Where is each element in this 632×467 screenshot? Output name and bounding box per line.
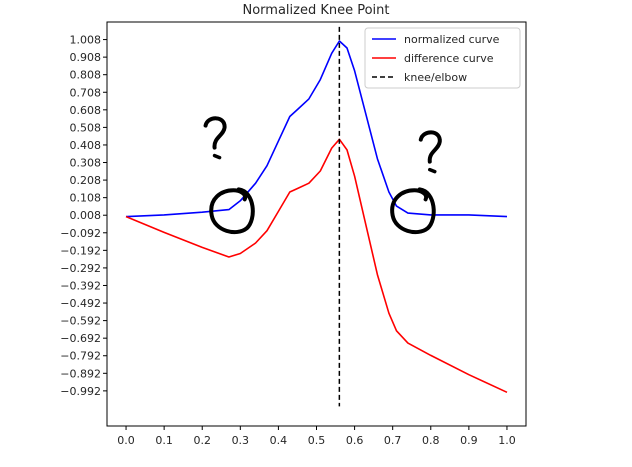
difference-curve-line — [125, 138, 508, 394]
legend-label-difference: difference curve — [404, 52, 494, 65]
handwritten-circle — [390, 187, 436, 234]
normalized-curve-line — [125, 40, 508, 218]
question-mark-dot — [428, 167, 437, 174]
question-mark-dot — [212, 153, 222, 160]
series-layer — [125, 26, 508, 407]
y-axis: 1.008 0.908 0.808 0.708 0.608 0.508 0.408 0.308… — [60, 34, 107, 398]
x-tick-label: 0.4 — [270, 434, 288, 447]
y-tick-label: 0.708 — [70, 86, 102, 99]
y-tick-label: 0.808 — [70, 69, 102, 82]
y-tick-label: −0.492 — [60, 297, 101, 310]
x-tick-label: 0.2 — [193, 434, 211, 447]
y-tick-label: 0.108 — [70, 192, 102, 205]
x-tick-label: 0.5 — [308, 434, 326, 447]
x-tick-label: 0.3 — [232, 434, 250, 447]
legend-box — [364, 27, 521, 89]
x-tick-label: 0.6 — [346, 434, 364, 447]
y-tick-label: 0.508 — [70, 121, 102, 134]
y-tick-label: 0.008 — [70, 209, 102, 222]
y-tick-label: 0.608 — [70, 104, 102, 117]
x-tick-label: 0.8 — [422, 434, 440, 447]
y-tick-label: 1.008 — [70, 34, 102, 47]
annotation-layer — [203, 116, 442, 234]
y-tick-label: −0.792 — [60, 350, 101, 363]
legend-label-knee: knee/elbow — [404, 71, 467, 84]
x-axis: 0.0 0.1 0.2 0.3 0.4 0.5 0.6 0.7 0.8 0.9 1.0 — [117, 426, 516, 447]
y-tick-label: 0.308 — [70, 157, 102, 170]
legend-label-normalized: normalized curve — [404, 33, 500, 46]
y-tick-label: −0.592 — [60, 315, 101, 328]
x-tick-label: 0.0 — [117, 434, 135, 447]
y-tick-label: −0.692 — [60, 332, 101, 345]
chart-title: Normalized Knee Point — [242, 3, 389, 18]
y-tick-label: −0.092 — [60, 227, 101, 240]
x-tick-label: 0.1 — [155, 434, 173, 447]
handwritten-circle — [209, 187, 255, 234]
question-mark-stroke — [203, 116, 227, 150]
y-tick-label: −0.992 — [60, 385, 101, 398]
question-mark-stroke — [418, 130, 442, 164]
x-tick-label: 0.7 — [384, 434, 402, 447]
y-tick-label: −0.192 — [60, 244, 101, 257]
y-tick-label: −0.392 — [60, 279, 101, 292]
y-tick-label: −0.292 — [60, 262, 101, 275]
y-tick-label: 0.208 — [70, 174, 102, 187]
legend: normalized curve difference curve knee/e… — [364, 27, 521, 89]
y-tick-label: 0.408 — [70, 139, 102, 152]
y-tick-label: 0.908 — [70, 51, 102, 64]
y-tick-label: −0.892 — [60, 367, 101, 380]
x-tick-label: 1.0 — [498, 434, 516, 447]
x-tick-label: 0.9 — [460, 434, 478, 447]
